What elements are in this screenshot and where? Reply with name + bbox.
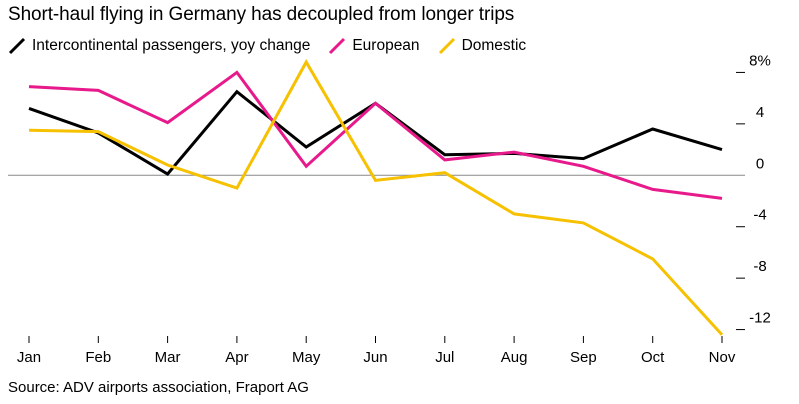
legend-swatch-european: [328, 37, 346, 55]
source-note: Source: ADV airports association, Frapor…: [8, 379, 309, 396]
y-tick-label: -12: [749, 310, 771, 327]
legend-item-european: European: [328, 37, 420, 55]
y-tick-label: 4: [756, 104, 764, 121]
series-line-european: [28, 70, 723, 200]
chart-title: Short-haul flying in Germany has decoupl…: [8, 4, 515, 25]
y-tick-label: 0: [756, 155, 764, 172]
x-tick-label: Feb: [85, 349, 111, 366]
legend: Intercontinental passengers, yoy change …: [8, 36, 544, 56]
legend-label-domestic: Domestic: [461, 37, 527, 54]
x-tick-label: May: [292, 349, 321, 366]
y-tick-label: -4: [753, 207, 766, 224]
y-tick-label: 8%: [749, 52, 771, 69]
y-tick-label: -8: [753, 258, 766, 275]
x-tick-label: Jul: [435, 349, 454, 366]
x-tick-label: Sep: [570, 349, 597, 366]
x-tick-label: Jan: [17, 349, 41, 366]
x-tick-label: Aug: [501, 349, 528, 366]
legend-item-domestic: Domestic: [438, 37, 527, 55]
legend-label-european: European: [352, 37, 420, 54]
x-tick-label: Jun: [363, 349, 387, 366]
series-line-domestic: [28, 59, 724, 336]
x-tick-label: Oct: [641, 349, 665, 366]
legend-swatch-intercontinental: [8, 37, 26, 55]
legend-item-intercontinental: Intercontinental passengers, yoy change: [8, 37, 310, 55]
x-tick-label: Mar: [155, 349, 181, 366]
legend-swatch-domestic: [438, 37, 456, 55]
x-tick-label: Apr: [225, 349, 248, 366]
legend-label-intercontinental: Intercontinental passengers, yoy change: [32, 37, 311, 54]
x-tick-label: Nov: [709, 349, 736, 366]
